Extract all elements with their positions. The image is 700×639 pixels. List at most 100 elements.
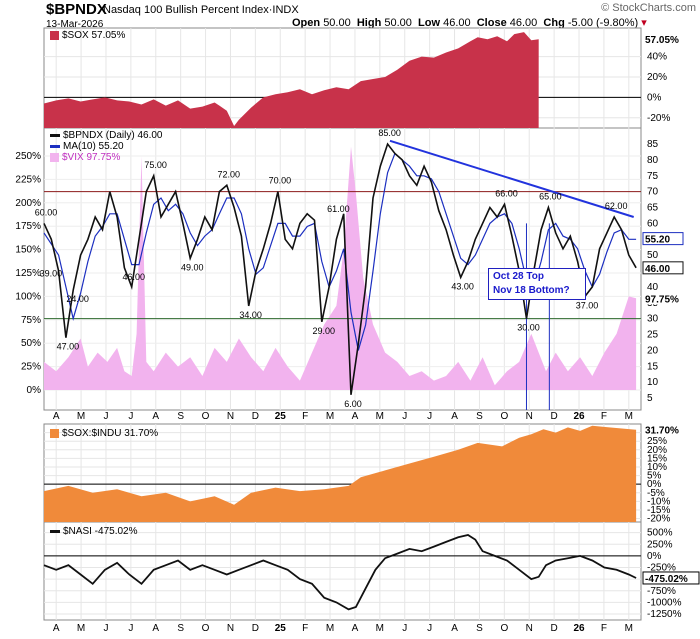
- x-tick-label: J: [128, 623, 133, 634]
- open-label: Open: [292, 17, 321, 29]
- x-tick-label: A: [352, 623, 359, 634]
- x-tick-label: D: [551, 411, 558, 422]
- right-tick-label: 5: [647, 393, 653, 404]
- data-label: 6.00: [344, 399, 362, 409]
- sox-legend: $SOX 57.05%: [50, 30, 125, 41]
- y-tick-label: -20%: [647, 113, 670, 124]
- chart-description: Nasdaq 100 Bullish Percent Index·INDX: [103, 4, 299, 16]
- open-value: 50.00: [323, 17, 351, 29]
- y-tick-label: 5%: [647, 471, 662, 482]
- ohlc-readout: Open 50.00 High 50.00 Low 46.00 Close 46…: [292, 16, 647, 29]
- chg-value: -5.00 (-9.80%): [567, 17, 639, 29]
- right-tick-label: 25: [647, 330, 659, 341]
- left-tick-label: 75%: [21, 315, 41, 326]
- last-value-label: 46.00: [645, 264, 670, 275]
- data-label: 70.00: [269, 176, 292, 186]
- y-tick-label: -250%: [647, 563, 676, 574]
- nasi-legend-label: $NASI -475.02%: [63, 526, 138, 537]
- y-tick-label: 25%: [647, 436, 667, 447]
- x-tick-label: J: [128, 411, 133, 422]
- right-tick-label: 50: [647, 250, 659, 261]
- x-tick-label: F: [302, 623, 308, 634]
- brand-watermark: © StockCharts.com: [601, 2, 696, 14]
- left-tick-label: 125%: [15, 268, 41, 279]
- x-tick-label: S: [177, 411, 184, 422]
- low-label: Low: [418, 17, 441, 29]
- callout-box: Oct 28 Top Nov 18 Bottom?: [488, 268, 586, 300]
- ma-legend: MA(10) 55.20: [50, 141, 124, 152]
- x-tick-label: 26: [573, 623, 585, 634]
- vix-swatch: [50, 153, 59, 162]
- x-tick-label: F: [302, 411, 308, 422]
- x-tick-label: O: [202, 623, 210, 634]
- vix-legend: $VIX 97.75%: [50, 152, 120, 163]
- x-tick-label: O: [202, 411, 210, 422]
- data-label: 30.00: [517, 323, 540, 333]
- x-tick-label: M: [376, 623, 384, 634]
- data-label: 72.00: [217, 169, 240, 179]
- y-tick-label: -5%: [647, 488, 665, 499]
- x-tick-label: O: [500, 623, 508, 634]
- x-tick-label: 26: [573, 411, 585, 422]
- nasi-legend: $NASI -475.02%: [50, 526, 138, 537]
- x-tick-label: J: [103, 411, 108, 422]
- data-label: 47.00: [57, 342, 80, 352]
- right-tick-label: 10: [647, 377, 659, 388]
- left-tick-label: 100%: [15, 291, 41, 302]
- nasi-line: [43, 534, 637, 611]
- x-tick-label: 25: [275, 623, 287, 634]
- y-tick-label: 0%: [647, 479, 662, 490]
- last-value-box: [642, 571, 700, 585]
- data-label: 65.00: [539, 192, 562, 202]
- y-tick-label: -750%: [647, 586, 676, 597]
- y-tick-label: 0%: [647, 551, 662, 562]
- y-tick-label: 0%: [647, 92, 662, 103]
- right-tick-label: 80: [647, 155, 659, 166]
- sox-swatch: [50, 31, 59, 40]
- bpndx-line: [43, 142, 637, 395]
- x-tick-label: 25: [275, 411, 287, 422]
- x-tick-label: M: [326, 411, 334, 422]
- left-tick-label: 200%: [15, 198, 41, 209]
- ratio-legend-label: $SOX:$INDU 31.70%: [62, 428, 159, 439]
- y-tick-label: 10%: [647, 462, 667, 473]
- right-tick-label: 15: [647, 361, 659, 372]
- data-label: 39.00: [40, 269, 63, 279]
- data-label: 60.00: [35, 207, 58, 217]
- last-value-label: 31.70%: [645, 426, 679, 437]
- x-tick-label: A: [53, 411, 60, 422]
- y-tick-label: 20%: [647, 72, 667, 83]
- vix-legend-label: $VIX 97.75%: [62, 152, 121, 163]
- x-tick-label: M: [625, 623, 633, 634]
- x-tick-label: N: [526, 623, 533, 634]
- y-tick-label: -15%: [647, 505, 670, 516]
- callout-line-1: Oct 28 Top: [493, 271, 544, 282]
- ratio-legend: $SOX:$INDU 31.70%: [50, 428, 158, 439]
- low-value: 46.00: [443, 17, 471, 29]
- x-tick-label: M: [77, 411, 85, 422]
- bpndx-swatch: [50, 134, 60, 137]
- ma-legend-label: MA(10) 55.20: [63, 141, 124, 152]
- bpndx-legend: $BPNDX (Daily) 46.00: [50, 130, 162, 141]
- close-label: Close: [476, 17, 507, 29]
- right-tick-label: 60: [647, 218, 659, 229]
- x-tick-label: M: [326, 623, 334, 634]
- y-tick-label: -1000%: [647, 597, 682, 608]
- x-tick-label: O: [500, 411, 508, 422]
- y-tick-label: 250%: [647, 539, 673, 550]
- last-value-box: [643, 33, 695, 46]
- y-tick-label: -10%: [647, 496, 670, 507]
- symbol-title: $BPNDX: [46, 1, 107, 18]
- description-text: Nasdaq 100 Bullish Percent Index: [103, 4, 269, 16]
- left-tick-label: 250%: [15, 151, 41, 162]
- data-label: 85.00: [378, 128, 401, 138]
- x-tick-label: J: [402, 411, 407, 422]
- data-label: 43.00: [451, 281, 474, 291]
- left-tick-label: 0%: [27, 385, 42, 396]
- left-tick-label: 25%: [21, 362, 41, 373]
- last-value-box: [643, 292, 695, 305]
- data-label: 34.00: [239, 310, 262, 320]
- last-value-label: 55.20: [645, 235, 670, 246]
- x-tick-label: S: [476, 411, 483, 422]
- last-value-label: 57.05%: [645, 35, 679, 46]
